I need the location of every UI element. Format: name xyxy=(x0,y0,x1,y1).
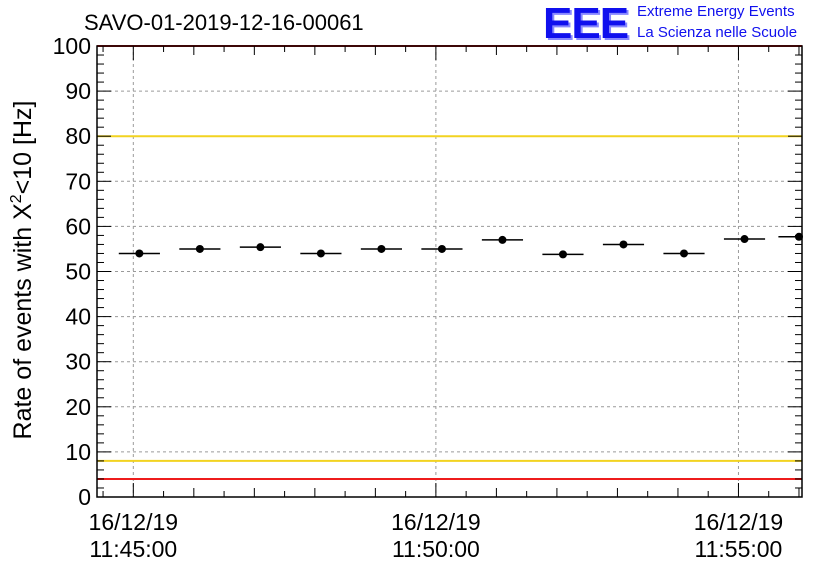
y-tick-label: 70 xyxy=(65,168,91,194)
data-point xyxy=(437,244,446,253)
y-tick-label: 40 xyxy=(65,304,91,330)
data-point xyxy=(558,250,567,259)
data-point xyxy=(740,235,749,244)
y-tick-label: 50 xyxy=(65,259,91,285)
x-tick-label-date: 16/12/19 xyxy=(89,509,179,535)
y-tick-label: 30 xyxy=(65,349,91,375)
reference-lines xyxy=(97,45,802,480)
logo-line-1: Extreme Energy Events xyxy=(637,3,795,20)
data-point xyxy=(679,249,688,258)
y-tick-label: 100 xyxy=(53,33,91,59)
y-tick-label: 60 xyxy=(65,213,91,239)
y-tick-label: 80 xyxy=(65,123,91,149)
logo-line-2: La Scienza nelle Scuole xyxy=(637,24,798,41)
data-point xyxy=(794,232,803,241)
data-point xyxy=(135,249,144,258)
chart-title: SAVO-01-2019-12-16-00061 xyxy=(84,10,364,35)
data-point xyxy=(498,235,507,244)
y-axis-label: Rate of events with X2<10 [Hz] xyxy=(8,101,37,440)
data-point xyxy=(619,240,628,249)
data-point xyxy=(316,249,325,258)
axes xyxy=(96,45,803,498)
x-tick-label-date: 16/12/19 xyxy=(391,509,481,535)
x-tick-label-time: 11:50:00 xyxy=(392,536,480,562)
axis-labels: 010203040506070809010016/12/1911:45:0016… xyxy=(8,33,783,562)
plot-frame xyxy=(96,45,803,498)
x-tick-label-time: 11:45:00 xyxy=(89,536,177,562)
y-tick-label: 20 xyxy=(65,394,91,420)
y-tick-label: 90 xyxy=(65,78,91,104)
data-point xyxy=(377,244,386,253)
eee-logo-mark: EEE xyxy=(543,0,629,48)
data-point xyxy=(195,244,204,253)
data-point xyxy=(256,243,265,252)
data-series xyxy=(118,232,803,259)
grid-layer xyxy=(97,46,802,497)
y-tick-label: 10 xyxy=(65,439,91,465)
x-tick-label-time: 11:55:00 xyxy=(695,536,783,562)
x-tick-label-date: 16/12/19 xyxy=(694,509,784,535)
y-tick-label: 0 xyxy=(78,484,91,510)
